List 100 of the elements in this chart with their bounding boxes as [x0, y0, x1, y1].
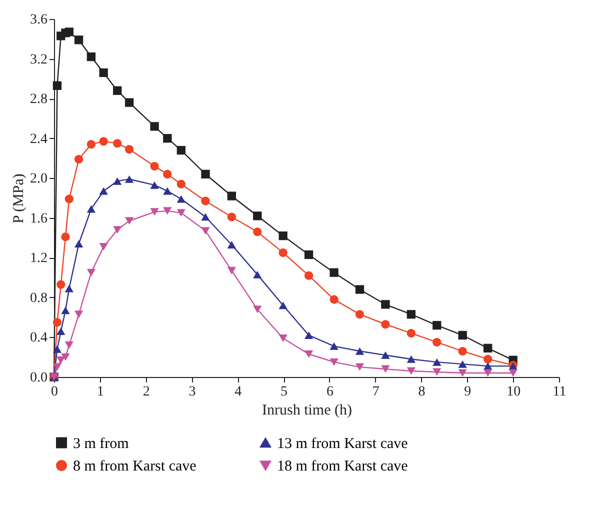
point [201, 196, 210, 206]
point [432, 368, 442, 376]
point [64, 284, 74, 292]
point [124, 217, 134, 225]
point [52, 81, 62, 90]
point [355, 363, 364, 371]
point [52, 363, 62, 371]
point [432, 358, 442, 366]
point [278, 334, 288, 342]
point [150, 181, 159, 189]
point [381, 351, 390, 359]
legend-label: 13 m from Karst cave [277, 436, 408, 452]
point [381, 365, 390, 373]
point [113, 226, 122, 234]
point [432, 338, 442, 347]
point [61, 306, 70, 314]
point [330, 358, 338, 366]
point [163, 170, 172, 178]
y-tick-label: 1.6 [30, 211, 48, 226]
y-tick-label: 1.2 [30, 251, 48, 266]
point [406, 328, 416, 338]
point [124, 144, 134, 154]
y-tick-label: 0.8 [30, 290, 48, 306]
point [99, 242, 108, 250]
point [253, 227, 262, 236]
point [163, 187, 172, 195]
point [201, 227, 210, 235]
point [176, 146, 186, 155]
point [163, 207, 172, 215]
point [484, 369, 492, 377]
point [86, 205, 96, 213]
point [278, 302, 288, 310]
point [113, 86, 122, 95]
y-tick-label: 2.0 [30, 172, 48, 187]
point [458, 369, 467, 377]
point [99, 68, 108, 78]
legend-label: 3 m from [73, 436, 130, 452]
x-tick-label: 0 [51, 384, 58, 400]
point [330, 342, 338, 350]
point [61, 232, 70, 242]
point [432, 320, 442, 330]
point [163, 134, 172, 143]
point [484, 344, 492, 352]
y-tick-label: 0.0 [30, 370, 48, 386]
point [381, 300, 390, 309]
point [227, 212, 236, 222]
point [458, 330, 467, 340]
point [304, 350, 314, 358]
x-tick-label: 8 [418, 384, 426, 400]
x-tick-label: 11 [552, 384, 566, 400]
point [355, 310, 364, 319]
x-axis-title: Inrush time (h) [262, 402, 352, 418]
x-tick-label: 6 [326, 384, 334, 400]
x-tick-label: 10 [506, 384, 521, 400]
y-tick-label: 0.4 [30, 330, 48, 346]
point [124, 175, 134, 183]
point [86, 52, 96, 62]
point [64, 28, 74, 36]
point [304, 331, 314, 339]
point [56, 280, 66, 289]
point [52, 345, 62, 353]
x-tick-label: 2 [142, 384, 150, 400]
y-tick-label: 3.6 [30, 12, 48, 28]
point [227, 266, 236, 274]
point [176, 180, 186, 188]
point [355, 285, 364, 294]
point [253, 270, 262, 278]
point [201, 170, 210, 178]
point [330, 268, 338, 277]
point [278, 248, 288, 258]
y-tick-label: 2.4 [30, 132, 48, 147]
point [56, 328, 66, 336]
point [150, 208, 159, 216]
point [74, 310, 84, 318]
point [381, 320, 390, 329]
x-tick-label: 4 [234, 384, 242, 400]
point [124, 98, 134, 107]
x-tick-label: 1 [96, 384, 104, 400]
point [330, 295, 338, 304]
point [278, 231, 288, 240]
legend-label: 18 m from Karst cave [277, 458, 408, 474]
y-tick-label: 2.8 [30, 92, 48, 108]
point [52, 318, 62, 327]
point [74, 240, 84, 248]
point [406, 367, 416, 375]
point [458, 360, 467, 368]
point [176, 195, 186, 203]
point [74, 154, 84, 164]
x-tick-label: 5 [280, 384, 288, 400]
x-tick-label: 9 [464, 384, 472, 400]
point [355, 347, 364, 355]
point [406, 310, 416, 319]
point [99, 187, 108, 195]
point [150, 162, 159, 170]
point [150, 122, 159, 131]
point [176, 209, 186, 217]
legend-label: 8 m from Karst cave [73, 458, 197, 474]
x-tick-label: 3 [188, 384, 196, 400]
point [64, 341, 74, 349]
point [86, 140, 96, 149]
